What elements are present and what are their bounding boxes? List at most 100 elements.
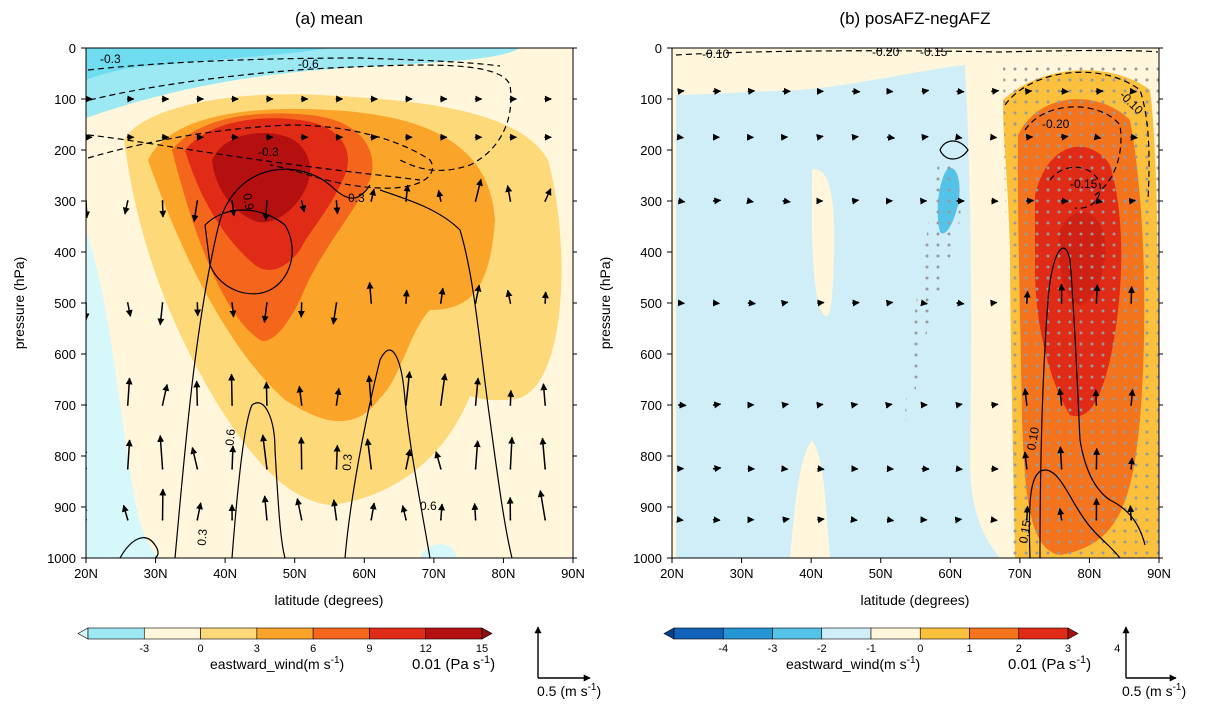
- x-tick-label: 30N: [144, 566, 168, 581]
- wind-vector-arrow: [1128, 388, 1136, 406]
- wind-vector-arrow: [334, 387, 342, 406]
- wind-vector-arrow: [157, 434, 165, 469]
- panel-a-wind-vectors: [86, 95, 552, 521]
- x-tick-label: 60N: [938, 566, 962, 581]
- wind-vector-arrow: [474, 377, 481, 406]
- wind-vector-arrow: [438, 287, 446, 304]
- panel-b-negative-region: [676, 65, 1000, 558]
- panel-a-colorbar-label-exp: -1: [331, 655, 340, 666]
- colorbar-swatch: [870, 627, 921, 640]
- x-tick-label: 40N: [799, 566, 823, 581]
- panel-a-contour-label-4: 0.3: [348, 191, 365, 205]
- colorbar-tick-label: 0: [917, 643, 923, 655]
- panel-a-contour-pos-03b: [379, 189, 513, 558]
- panel-b-x-label: latitude (degrees): [861, 592, 970, 608]
- wind-vector-arrow: [125, 302, 133, 318]
- y-tick-label: 200: [640, 143, 662, 158]
- colorbar-low-triangle: [663, 627, 675, 640]
- wind-vector-arrow: [261, 495, 269, 520]
- panel-b-contour-small: [939, 140, 969, 160]
- colorbar-tick-label: -4: [718, 643, 728, 655]
- panel-b-colorbar: -4 -3 -2 -1 0 1 2 3 4: [663, 627, 1120, 655]
- panel-a-colorbar-label-text: eastward_wind(m s: [210, 656, 331, 672]
- wind-vector-arrow: [954, 516, 963, 524]
- svg-text:0.01 (Pa s-1): 0.01 (Pa s-1): [412, 654, 495, 673]
- wind-vector-arrow: [333, 444, 341, 469]
- panel-b-contour-015: [1049, 166, 1101, 209]
- panel-a-plot-area: -0.3 -0.6 -0.3 0.3 0.9 0.6 0.3 0.6 0.3: [86, 48, 573, 558]
- panel-b-contour-label-6: -0.15: [1070, 177, 1098, 191]
- wind-vector-arrow: [1092, 389, 1100, 406]
- wind-vector-arrow: [1023, 290, 1031, 304]
- wind-vector-arrow: [260, 434, 268, 469]
- y-tick-label: 300: [640, 194, 662, 209]
- wind-vector-arrow: [713, 465, 722, 473]
- panel-a-x-axis: 20N 30N 40N 50N 60N 70N 80N 90N latitude (degre…: [74, 558, 585, 608]
- wind-vector-arrow: [1022, 388, 1030, 406]
- wind-vector-arrow: [507, 389, 515, 406]
- wind-vector-arrow: [1093, 133, 1102, 141]
- x-tick-label: 90N: [1147, 566, 1171, 581]
- colorbar-tick-label: 1: [966, 643, 972, 655]
- y-tick-label: 1000: [47, 551, 76, 566]
- wind-vector-arrow: [1093, 284, 1101, 304]
- panel-a-contour-label-1: -0.3: [100, 52, 121, 66]
- colorbar-swatch: [143, 627, 201, 640]
- wind-vector-arrow: [473, 440, 481, 469]
- wind-vector-arrow: [125, 377, 133, 406]
- x-tick-label: 70N: [1008, 566, 1032, 581]
- colorbar-swatch: [1018, 627, 1069, 640]
- panel-a-colorbar-label: eastward_wind(m s-1): [210, 655, 344, 672]
- panel-a-contour-label-2: -0.6: [298, 57, 319, 71]
- wind-vector-arrow: [990, 299, 998, 307]
- wind-vector-arrow: [193, 380, 201, 406]
- panel-a-y-label: pressure (hPa): [11, 257, 27, 350]
- wind-vector-arrow: [540, 383, 548, 406]
- wind-vector-arrow: [746, 197, 754, 205]
- y-tick-label: 500: [54, 296, 76, 311]
- wind-vector-arrow: [1022, 451, 1030, 469]
- x-tick-label: 60N: [352, 566, 376, 581]
- colorbar-tick-label: -2: [817, 643, 827, 655]
- svg-text:0.5 (m s-1): 0.5 (m s-1): [537, 682, 601, 699]
- wind-vector-arrow: [544, 188, 552, 202]
- panel-a-contour-pos-06: [231, 402, 286, 558]
- wind-vector-arrow: [817, 516, 825, 524]
- panel-a-ref-horizontal-close: ): [596, 683, 601, 699]
- panel-a-x-label: latitude (degrees): [275, 592, 384, 608]
- panel-a-title: (a) mean: [295, 9, 363, 28]
- panel-b-contour-label-5: -0.20: [1042, 117, 1070, 131]
- wind-vector-arrow: [125, 439, 133, 469]
- wind-vector-arrow: [851, 197, 860, 205]
- wind-vector-arrow: [474, 284, 482, 304]
- y-tick-label: 400: [54, 245, 76, 260]
- panel-b-title: (b) posAFZ-negAFZ: [839, 9, 990, 28]
- colorbar-tick-label: 4: [1114, 643, 1120, 655]
- panel-a-ref-vertical-exp: -1: [480, 654, 490, 666]
- panel-a-contour-label-6: 0.6: [223, 428, 238, 446]
- wind-vector-arrow: [434, 450, 442, 469]
- colorbar-tick-label: 15: [476, 643, 488, 655]
- y-tick-label: 600: [54, 347, 76, 362]
- svg-text:eastward_wind(m s-1): eastward_wind(m s-1): [210, 655, 344, 672]
- panel-a-colorbar-label-close: ): [340, 656, 345, 672]
- colorbar-swatch: [312, 627, 370, 640]
- wind-vector-arrow: [333, 200, 341, 215]
- panel-a-contour-label-7: 0.3: [340, 453, 355, 471]
- panel-a-reference-vector: 0.01 (Pa s-1) 0.5 (m s-1): [412, 626, 601, 699]
- wind-vector-arrow: [295, 497, 303, 520]
- wind-vector-arrow: [365, 374, 373, 406]
- panel-b-y-label: pressure (hPa): [597, 257, 613, 350]
- wind-vector-arrow: [780, 299, 789, 307]
- panel-b-colorbar-label-exp: -1: [907, 655, 916, 666]
- panel-b-contour-label-8: 0.15: [1016, 519, 1034, 545]
- colorbar-swatch: [673, 627, 724, 640]
- wind-vector-arrow: [677, 197, 686, 205]
- wind-vector-arrow: [229, 302, 237, 318]
- x-tick-label: 90N: [561, 566, 585, 581]
- x-tick-label: 70N: [422, 566, 446, 581]
- y-tick-label: 1000: [633, 551, 662, 566]
- svg-text:0.5 (m s-1): 0.5 (m s-1): [1122, 682, 1186, 699]
- panel-a-y-axis: 0 100 200 300 400 500 600 700 800 900 1000 pressur…: [11, 41, 577, 566]
- panel-a: (a) mean: [11, 9, 601, 699]
